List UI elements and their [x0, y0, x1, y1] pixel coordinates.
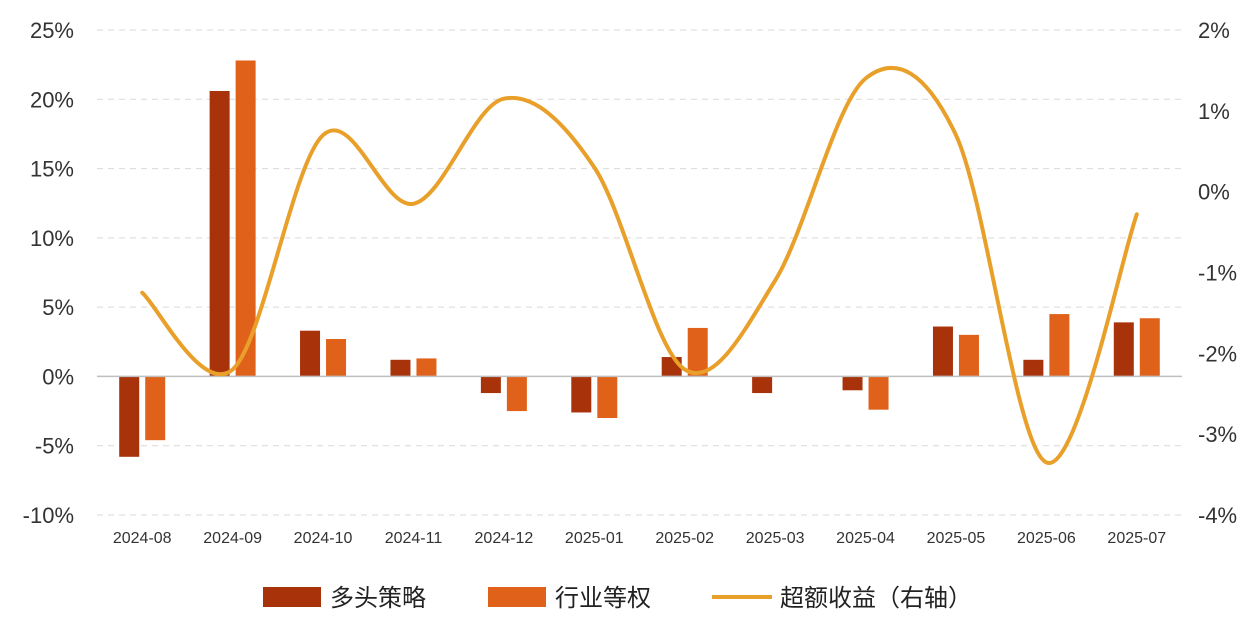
bar-industry-equal-weight [1049, 314, 1070, 377]
y-axis-right: -4% -3% -2% -1% 0% 1% 2% [1198, 18, 1237, 528]
y-left-tick-label: 5% [42, 295, 74, 320]
y-left-tick-label: 20% [30, 87, 74, 112]
bar-industry-equal-weight [326, 339, 347, 377]
bar-industry-equal-weight [235, 60, 256, 377]
bar-long-strategy [932, 326, 953, 377]
bar-industry-equal-weight [687, 327, 708, 377]
y-left-tick-label: -10% [23, 503, 74, 528]
bar-industry-equal-weight [868, 376, 889, 410]
x-tick-label: 2025-02 [655, 530, 714, 547]
y-right-tick-label: 2% [1198, 18, 1230, 43]
bar-industry-equal-weight [1139, 318, 1160, 377]
legend: 多头策略 行业等权 超额收益（右轴） [263, 584, 972, 612]
bar-industry-equal-weight [506, 376, 527, 412]
excess-return-line [140, 66, 1139, 465]
bar-long-strategy [390, 359, 411, 377]
legend-label-long-strategy: 多头策略 [330, 584, 426, 612]
x-axis: 2024-08 2024-09 2024-10 2024-11 2024-12 2025-… [113, 530, 1166, 547]
bar-industry-equal-weight [145, 376, 166, 441]
y-axis-left: -10% -5% 0% 5% 10% 15% 20% 25% [23, 18, 74, 528]
gridlines [97, 29, 1182, 516]
y-right-tick-label: 1% [1198, 99, 1230, 124]
x-tick-label: 2025-04 [836, 530, 895, 547]
bar-industry-equal-weight [597, 376, 618, 418]
bar-long-strategy [752, 376, 773, 394]
legend-label-industry-equal-weight: 行业等权 [555, 584, 651, 612]
x-tick-label: 2024-12 [475, 530, 534, 547]
legend-swatch-long-strategy [263, 587, 321, 607]
y-right-tick-label: 0% [1198, 180, 1230, 205]
y-right-tick-label: -1% [1198, 261, 1237, 286]
y-left-tick-label: 0% [42, 364, 74, 389]
excess-return-path [140, 66, 1139, 465]
x-tick-label: 2025-01 [565, 530, 624, 547]
bar-long-strategy [119, 376, 140, 457]
x-tick-label: 2025-06 [1017, 530, 1076, 547]
bar-long-strategy [209, 90, 230, 377]
x-tick-label: 2025-07 [1107, 530, 1166, 547]
bar-long-strategy [571, 376, 592, 413]
legend-item-long-strategy: 多头策略 [263, 584, 426, 612]
legend-label-excess-return: 超额收益（右轴） [780, 584, 972, 612]
y-left-tick-label: -5% [35, 434, 74, 459]
bar-industry-equal-weight [416, 358, 437, 377]
x-tick-label: 2024-11 [385, 530, 443, 547]
bar-long-strategy [480, 376, 501, 394]
legend-item-industry-equal-weight: 行业等权 [488, 584, 651, 612]
bar-long-strategy [300, 330, 321, 377]
y-left-tick-label: 10% [30, 226, 74, 251]
bar-long-strategy [842, 376, 863, 391]
x-tick-label: 2024-08 [113, 530, 172, 547]
y-right-tick-label: -4% [1198, 503, 1237, 528]
legend-item-excess-return: 超额收益（右轴） [712, 584, 972, 612]
y-right-tick-label: -2% [1198, 341, 1237, 366]
bar-long-strategy [1023, 359, 1044, 377]
bar-long-strategy [1113, 322, 1134, 377]
legend-swatch-industry-equal-weight [488, 587, 546, 607]
x-tick-label: 2025-05 [927, 530, 986, 547]
x-tick-label: 2024-09 [203, 530, 262, 547]
x-tick-label: 2024-10 [294, 530, 353, 547]
y-left-tick-label: 25% [30, 18, 74, 43]
y-left-tick-label: 15% [30, 157, 74, 182]
y-right-tick-label: -3% [1198, 422, 1237, 447]
x-tick-label: 2025-03 [746, 530, 805, 547]
bar-industry-equal-weight [958, 334, 979, 377]
bars [119, 60, 1160, 457]
